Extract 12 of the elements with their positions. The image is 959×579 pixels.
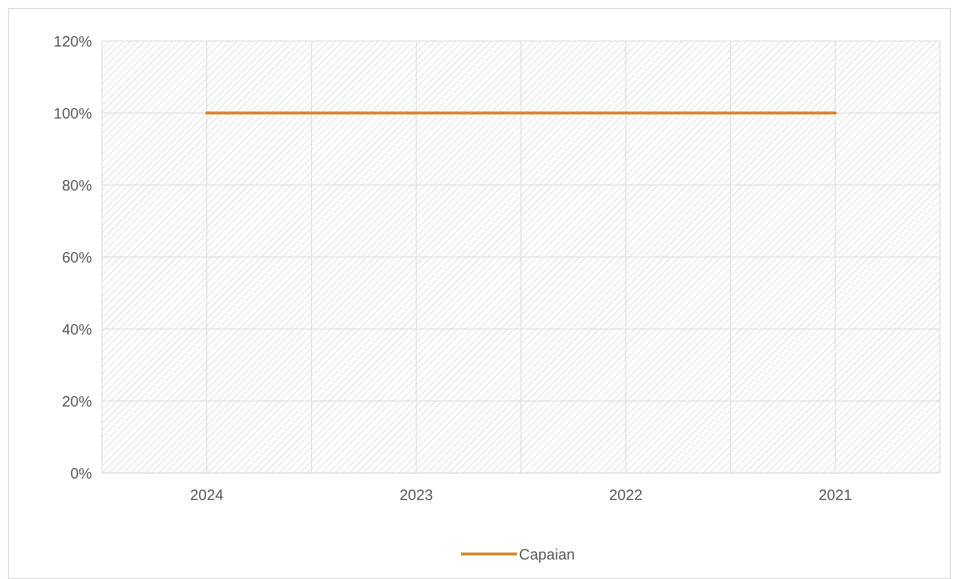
y-tick-label: 20% bbox=[62, 393, 92, 410]
x-tick-label: 2022 bbox=[609, 487, 642, 504]
x-tick-label: 2024 bbox=[190, 487, 224, 504]
y-tick-label: 60% bbox=[62, 249, 92, 266]
legend-label: Capaian bbox=[519, 546, 575, 564]
y-tick-label: 40% bbox=[62, 321, 92, 338]
y-tick-label: 100% bbox=[54, 105, 92, 122]
x-tick-label: 2023 bbox=[400, 487, 433, 504]
y-tick-label: 80% bbox=[62, 177, 92, 194]
y-tick-label: 0% bbox=[70, 465, 92, 482]
y-tick-label: 120% bbox=[54, 33, 92, 50]
x-tick-label: 2021 bbox=[818, 487, 852, 504]
